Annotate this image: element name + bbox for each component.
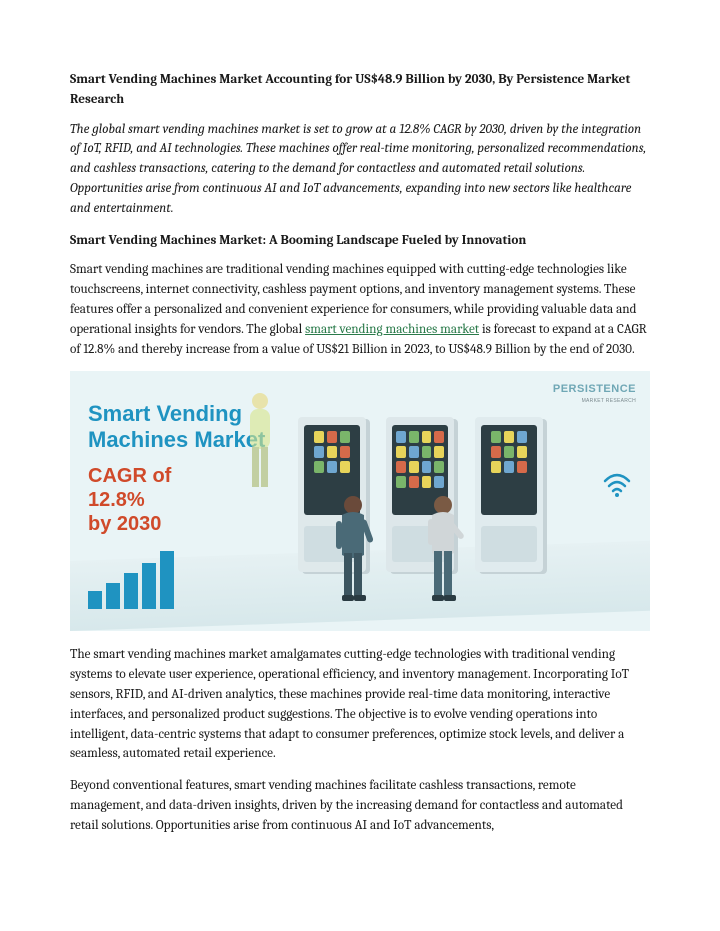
cagr-line2: 12.8% (88, 489, 145, 511)
kiosk-panel (481, 526, 537, 562)
infographic-title-line1: Smart Vending (88, 401, 242, 426)
bar (124, 573, 138, 609)
infographic-title-line2: Machines Market (88, 427, 265, 452)
background-person (240, 391, 280, 613)
paragraph-1: Smart vending machines are traditional v… (70, 260, 650, 359)
section-subhead: Smart Vending Machines Market: A Booming… (70, 231, 650, 251)
person-2 (420, 493, 466, 613)
brand-subtext: MARKET RESEARCH (553, 398, 636, 406)
bar (160, 551, 174, 609)
bar (88, 591, 102, 609)
person-1 (330, 493, 376, 613)
brand-logo: PERSISTENCE MARKET RESEARCH (553, 381, 636, 405)
bar-chart (88, 551, 174, 609)
wifi-icon (602, 469, 632, 499)
kiosk-screen (481, 425, 537, 515)
cagr-line1: CAGR of (88, 465, 171, 487)
bar (142, 563, 156, 609)
document-title: Smart Vending Machines Market Accounting… (70, 70, 650, 110)
brand-text: PERSISTENCE (553, 383, 636, 395)
infographic: PERSISTENCE MARKET RESEARCH Smart Vendin… (70, 371, 650, 631)
paragraph-2: The smart vending machines market amalga… (70, 645, 650, 764)
vending-kiosk-3 (475, 417, 543, 572)
market-link[interactable]: smart vending machines market (305, 322, 479, 337)
intro-paragraph: The global smart vending machines market… (70, 120, 650, 219)
paragraph-3: Beyond conventional features, smart vend… (70, 776, 650, 835)
bar (106, 583, 120, 609)
cagr-line3: by 2030 (88, 513, 161, 535)
